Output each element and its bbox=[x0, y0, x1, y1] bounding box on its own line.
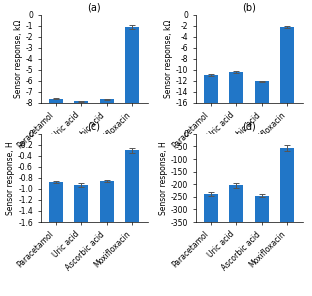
Bar bbox=[204, 194, 218, 222]
Bar bbox=[100, 99, 114, 103]
Bar bbox=[229, 186, 243, 222]
Bar bbox=[74, 185, 88, 222]
Bar bbox=[100, 181, 114, 222]
Bar bbox=[255, 81, 269, 103]
Title: (b): (b) bbox=[242, 3, 256, 13]
Y-axis label: Sensor response, H: Sensor response, H bbox=[159, 141, 168, 215]
Bar bbox=[125, 27, 139, 103]
Bar bbox=[229, 72, 243, 103]
Title: (a): (a) bbox=[87, 3, 101, 13]
Bar bbox=[74, 101, 88, 103]
Bar bbox=[280, 148, 294, 222]
Bar bbox=[280, 27, 294, 103]
Bar bbox=[49, 99, 63, 103]
Title: (c): (c) bbox=[88, 122, 100, 132]
Y-axis label: Sensor response, H: Sensor response, H bbox=[6, 141, 15, 215]
Y-axis label: Sensor response, kΩ: Sensor response, kΩ bbox=[13, 20, 22, 98]
Bar bbox=[204, 75, 218, 103]
Bar bbox=[125, 150, 139, 222]
Bar bbox=[255, 196, 269, 222]
Y-axis label: Sensor response, kΩ: Sensor response, kΩ bbox=[164, 20, 173, 98]
Title: (d): (d) bbox=[242, 122, 256, 132]
Bar bbox=[49, 182, 63, 222]
